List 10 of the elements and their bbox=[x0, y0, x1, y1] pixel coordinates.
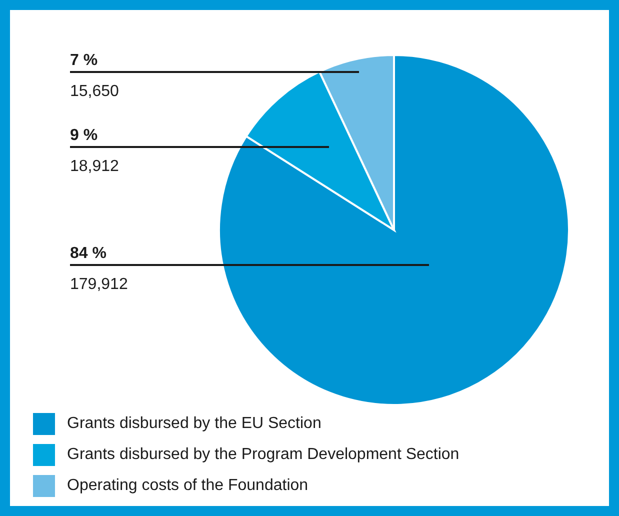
text: 18,912 bbox=[70, 158, 120, 175]
data-label: 9 % bbox=[70, 127, 98, 144]
data-label: 7 % bbox=[70, 52, 98, 69]
data-label: 84 % bbox=[70, 245, 106, 262]
text: 179,912 bbox=[70, 276, 128, 293]
legend-label: Operating costs of the Foundation bbox=[67, 476, 308, 494]
pie-slice bbox=[218, 54, 570, 406]
legend-label: Grants disbursed by the EU Section bbox=[67, 414, 322, 432]
text: 15,650 bbox=[70, 83, 120, 100]
legend-label: Grants disbursed by the Program Development Section bbox=[67, 446, 460, 464]
